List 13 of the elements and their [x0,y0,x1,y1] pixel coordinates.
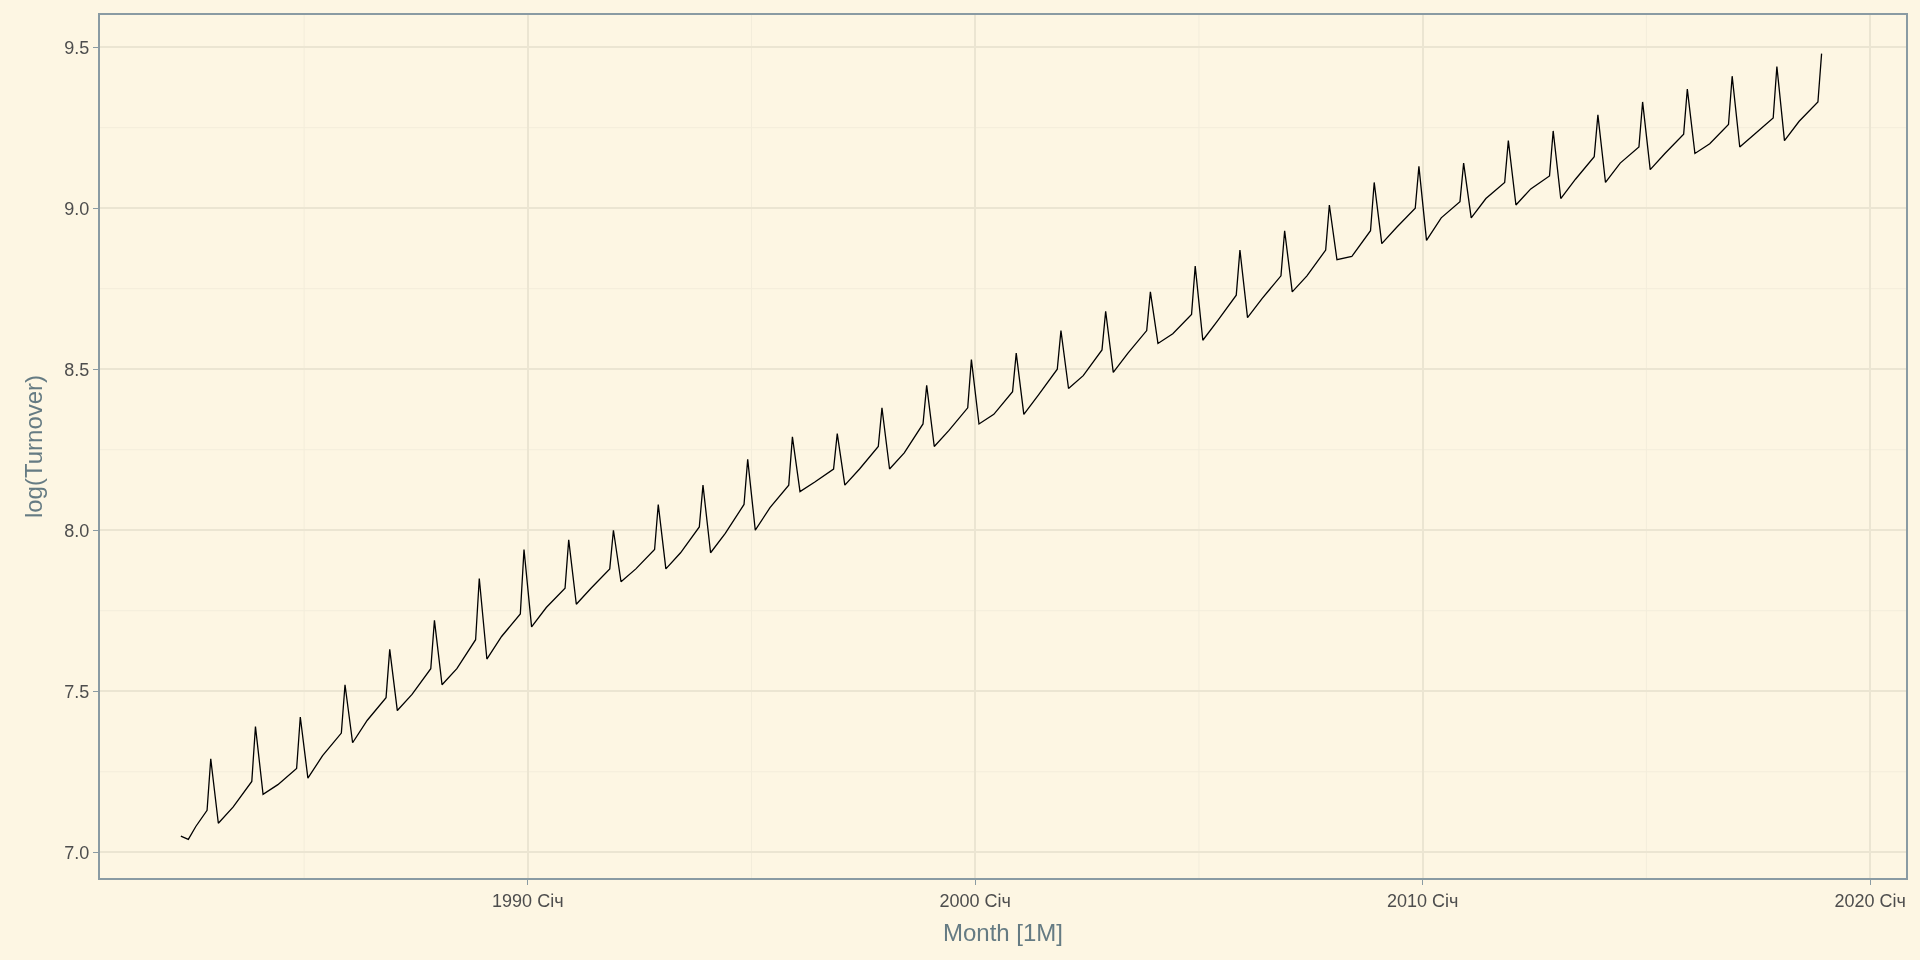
x-axis-title: Month [1M] [942,919,1064,947]
x-tick-label: 1990 Січ [492,890,564,911]
y-tick-label: 8.0 [64,520,90,541]
y-tick-label: 7.0 [64,842,90,863]
y-tick-label: 7.5 [64,681,90,702]
x-tick-label: 2000 Січ [939,890,1011,911]
y-axis-title: log(Turnover) [19,374,47,519]
x-tick-label: 2020 Січ [1834,890,1906,911]
y-tick-label: 9.0 [64,198,90,219]
y-tick-label: 9.5 [64,37,90,58]
x-tick-label: 2010 Січ [1387,890,1459,911]
line-series [180,52,1823,841]
y-tick-label: 8.5 [64,359,90,380]
